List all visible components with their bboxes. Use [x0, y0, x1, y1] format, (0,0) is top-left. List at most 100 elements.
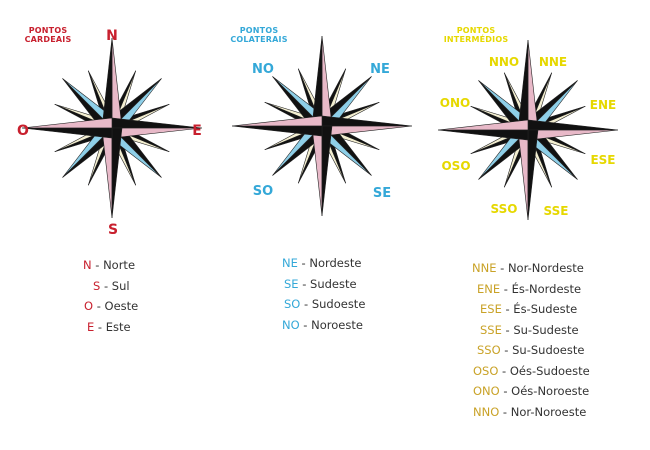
legend-abbr: ESE	[480, 302, 502, 316]
legend-name: - Nordeste	[297, 256, 362, 270]
legend-name: - Noroeste	[299, 317, 363, 332]
compass-ray-cardinal	[311, 125, 323, 217]
legend-abbr: SE	[284, 276, 299, 291]
legend-name: - És-Nordeste	[500, 281, 582, 296]
label-northwest: NO	[252, 62, 274, 77]
compass-ray-cardinal	[111, 117, 203, 129]
label-sse: SSE	[544, 204, 569, 218]
legend-abbr: NE	[282, 256, 298, 270]
legend-name: - Sudoeste	[300, 297, 366, 311]
legend-cardinal: N - Norte S - Sul O - Oeste E - Este	[83, 255, 138, 337]
legend-name: - Este	[94, 319, 131, 334]
legend-abbr: SSO	[477, 343, 501, 357]
compass-rose-intermediate: NNO NNE ONO ENE OSO ESE SSO SSE	[437, 39, 619, 221]
heading-collateral: PONTOS COLATERAIS	[224, 26, 294, 44]
compass-ray-cardinal	[101, 37, 113, 129]
compass-ray-cardinal	[517, 39, 529, 131]
compass-ray-cardinal	[311, 35, 323, 127]
compass-ray-cardinal	[527, 129, 619, 141]
label-southwest: SO	[253, 184, 273, 199]
legend-row: SO - Sudoeste	[282, 294, 365, 315]
label-northeast: NE	[370, 62, 390, 77]
legend-name: - És-Sudeste	[501, 302, 578, 316]
compass-ray-cardinal	[437, 129, 529, 141]
compass-ray-cardinal	[321, 115, 413, 127]
panel-intermediate-points: PONTOS INTERMÉDIOS NNO NNE ONO ENE OSO E…	[432, 0, 648, 450]
panel-collateral-points: PONTOS COLATERAIS NO NE SO SE NE - Norde…	[216, 0, 432, 450]
heading-cardinal-line2: CARDEAIS	[24, 35, 72, 44]
legend-name: - Sul	[100, 278, 130, 293]
legend-row: NNE - Nor-Nordeste	[472, 258, 590, 279]
legend-collateral: NE - Nordeste SE - Sudeste SO - Sudoeste…	[282, 253, 365, 335]
legend-abbr: OSO	[473, 363, 499, 378]
label-nne: NNE	[539, 55, 567, 69]
legend-row: E - Este	[83, 317, 138, 338]
legend-name: - Nor-Nordeste	[496, 261, 584, 275]
legend-name: - Norte	[91, 258, 136, 272]
heading-cardinal-line1: PONTOS	[28, 26, 68, 35]
compass-ray-cardinal	[321, 125, 333, 217]
compass-ray-cardinal	[527, 129, 539, 221]
heading-collateral-line2: COLATERAIS	[230, 35, 288, 44]
legend-row: S - Sul	[83, 276, 138, 297]
label-east: E	[192, 123, 202, 139]
heading-collateral-line1: PONTOS	[239, 26, 279, 35]
heading-intermediate: PONTOS INTERMÉDIOS	[436, 26, 516, 44]
legend-abbr: ENE	[477, 281, 501, 296]
heading-intermediate-line2: INTERMÉDIOS	[443, 35, 509, 44]
legend-name: - Oés-Sudoeste	[498, 363, 590, 378]
compass-ray-cardinal	[527, 39, 539, 131]
legend-name: - Su-Sudoeste	[500, 343, 585, 357]
label-ene: ENE	[590, 98, 616, 112]
compass-ray-cardinal	[517, 129, 529, 221]
legend-abbr: SO	[284, 297, 301, 311]
compass-ray-cardinal	[321, 125, 413, 137]
legend-row: SE - Sudeste	[282, 274, 365, 295]
compass-ray-cardinal	[231, 115, 323, 127]
legend-name: - Oeste	[93, 299, 139, 313]
legend-row: ENE - És-Nordeste	[472, 279, 590, 300]
legend-name: - Sudeste	[298, 276, 357, 291]
label-ese: ESE	[590, 153, 615, 167]
legend-row: SSO - Su-Sudoeste	[472, 340, 590, 361]
legend-row: OSO - Oés-Sudoeste	[472, 361, 590, 382]
legend-abbr: NNE	[472, 261, 497, 275]
legend-abbr: N	[83, 258, 92, 272]
label-nno: NNO	[489, 55, 519, 69]
label-south: S	[108, 222, 118, 238]
legend-abbr: ONO	[473, 384, 500, 398]
label-ono: ONO	[440, 96, 470, 110]
label-north: N	[106, 28, 118, 44]
compass-ray-cardinal	[321, 35, 333, 127]
legend-row: NE - Nordeste	[282, 253, 365, 274]
compass-ray-cardinal	[111, 127, 203, 139]
compass-rose-graphic	[21, 37, 203, 219]
legend-intermediate: NNE - Nor-Nordeste ENE - És-Nordeste ESE…	[472, 258, 590, 422]
heading-intermediate-line1: PONTOS	[456, 26, 496, 35]
heading-cardinal: PONTOS CARDEAIS	[18, 26, 78, 44]
legend-name: - Su-Sudeste	[501, 322, 579, 337]
compass-rose-cardinal: N S O E	[17, 28, 203, 238]
label-west: O	[17, 123, 29, 139]
label-oso: OSO	[441, 159, 470, 173]
legend-row: NO - Noroeste	[282, 315, 365, 336]
compass-ray-cardinal	[231, 125, 323, 137]
legend-abbr: NNO	[473, 404, 500, 419]
legend-row: SSE - Su-Sudeste	[472, 320, 590, 341]
legend-row: O - Oeste	[83, 296, 138, 317]
legend-abbr: E	[87, 319, 95, 334]
label-sso: SSO	[491, 202, 518, 216]
compass-rose-collateral: NO NE SO SE	[231, 35, 413, 217]
compass-ray-cardinal	[437, 119, 529, 131]
compass-rose-graphic	[231, 35, 413, 217]
legend-abbr: O	[84, 299, 94, 313]
panel-cardinal-points: PONTOS CARDEAIS N S O E N - Norte S - Su…	[0, 0, 216, 450]
legend-row: NNO - Nor-Noroeste	[472, 402, 590, 423]
compass-ray-cardinal	[101, 127, 113, 219]
legend-abbr: NO	[282, 317, 300, 332]
legend-abbr: S	[93, 278, 101, 293]
legend-name: - Oés-Noroeste	[499, 384, 590, 398]
compass-ray-cardinal	[111, 37, 123, 129]
compass-ray-cardinal	[527, 119, 619, 131]
compass-ray-cardinal	[21, 117, 113, 129]
